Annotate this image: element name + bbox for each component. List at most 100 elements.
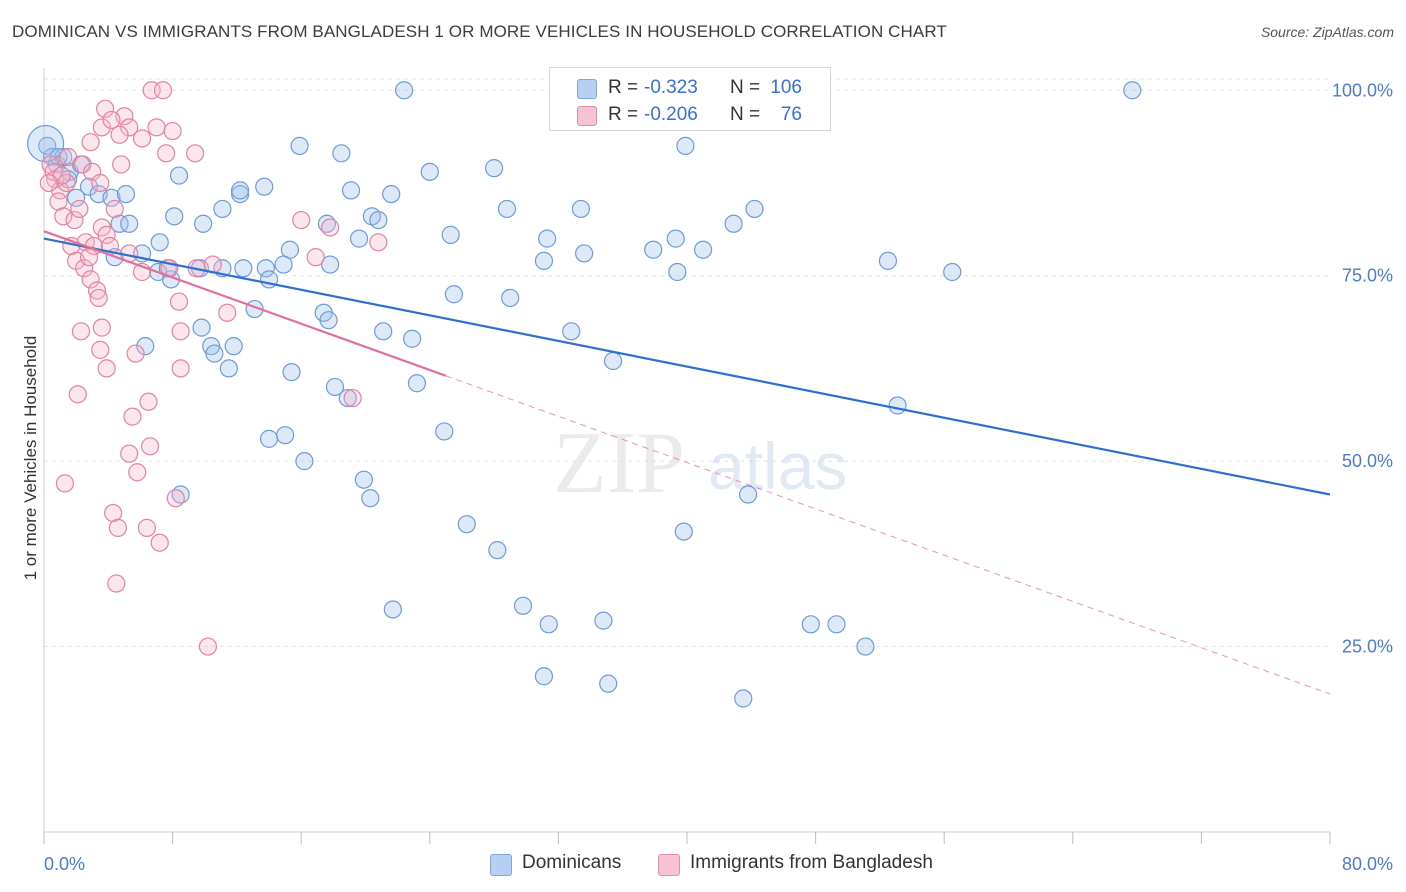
- data-point-dominicans: [102, 188, 121, 207]
- data-point-bangladesh: [68, 385, 87, 404]
- data-point-bangladesh: [39, 173, 58, 193]
- data-point-bangladesh: [120, 444, 139, 463]
- data-point-bangladesh: [55, 474, 74, 493]
- data-point-dominicans: [594, 611, 613, 630]
- data-point-dominicans: [276, 426, 295, 445]
- data-point-dominicans: [224, 337, 243, 356]
- data-point-bangladesh: [292, 210, 311, 230]
- data-point-bangladesh: [71, 322, 91, 341]
- series-dominicans: [27, 81, 1142, 708]
- trend-extension-bangladesh: [445, 375, 1331, 695]
- legend-swatch-blue: [577, 79, 597, 99]
- data-point-dominicans: [341, 181, 361, 200]
- data-point-bangladesh: [153, 81, 173, 100]
- data-point-dominicans: [319, 311, 338, 330]
- data-point-dominicans: [801, 615, 820, 634]
- data-point-bangladesh: [97, 359, 116, 378]
- source-credit: Source: ZipAtlas.com: [1260, 24, 1394, 40]
- data-point-bangladesh: [150, 533, 169, 552]
- data-point-dominicans: [441, 225, 460, 244]
- data-point-bangladesh: [171, 359, 190, 378]
- data-point-dominicans: [194, 214, 213, 233]
- legend-row-bangladesh: R = -0.206 N = 76: [550, 101, 830, 129]
- data-point-bangladesh: [132, 129, 152, 148]
- data-point-dominicans: [219, 359, 238, 378]
- data-point-dominicans: [231, 181, 250, 200]
- data-point-dominicans: [734, 689, 753, 708]
- data-point-dominicans: [369, 210, 388, 230]
- axes: [43, 68, 1331, 844]
- watermark-atlas: atlas: [708, 429, 847, 503]
- data-point-dominicans: [383, 600, 402, 619]
- data-point-bangladesh: [91, 340, 110, 359]
- data-point-bangladesh: [120, 118, 139, 137]
- data-point-dominicans: [539, 615, 558, 634]
- data-point-dominicans: [501, 288, 520, 308]
- data-point-dominicans: [738, 485, 758, 504]
- data-point-bangladesh: [95, 99, 115, 118]
- data-point-dominicans: [321, 255, 340, 274]
- data-point-bangladesh: [112, 155, 131, 174]
- y-axis-title: 1 or more Vehicles in Household: [21, 336, 40, 581]
- trend-line-dominicans: [43, 237, 1331, 496]
- data-point-dominicans: [407, 374, 427, 393]
- data-point-dominicans: [394, 81, 414, 100]
- legend-n-label: N =: [730, 77, 761, 98]
- data-point-dominicans: [382, 184, 401, 204]
- data-point-bangladesh: [123, 407, 142, 426]
- data-point-dominicans: [420, 162, 439, 181]
- data-point-dominicans: [1123, 81, 1142, 100]
- data-point-bangladesh: [108, 518, 128, 537]
- data-point-dominicans: [205, 344, 224, 363]
- legend-swatch-blue: [490, 854, 512, 876]
- data-point-dominicans: [497, 199, 517, 219]
- data-point-dominicans: [79, 177, 99, 196]
- data-point-dominicans: [488, 541, 507, 560]
- data-point-bangladesh: [147, 118, 166, 137]
- trend-line-bangladesh: [43, 230, 447, 377]
- data-point-dominicans: [349, 229, 369, 248]
- data-point-dominicans: [513, 596, 533, 615]
- data-point-bangladesh: [321, 218, 340, 237]
- data-point-dominicans: [676, 136, 695, 155]
- data-point-dominicans: [534, 251, 554, 270]
- legend-swatch-pink: [577, 106, 597, 126]
- data-point-dominicans: [150, 233, 169, 252]
- data-point-bangladesh: [157, 144, 176, 163]
- grid-lines: [44, 78, 1330, 648]
- data-point-dominicans: [120, 214, 139, 233]
- data-point-bangladesh: [139, 392, 158, 411]
- data-point-dominicans: [38, 136, 57, 155]
- data-point-bangladesh: [128, 463, 147, 482]
- legend-label-bangladesh: Immigrants from Bangladesh: [690, 852, 933, 873]
- data-point-bangladesh: [59, 147, 78, 167]
- legend-r-label: R =: [608, 77, 639, 98]
- data-point-dominicans: [644, 240, 663, 259]
- data-point-dominicans: [674, 522, 693, 541]
- data-point-dominicans: [878, 251, 898, 270]
- data-point-dominicans: [571, 199, 591, 219]
- data-point-bangladesh: [163, 121, 182, 141]
- data-point-dominicans: [534, 667, 554, 686]
- data-point-bangladesh: [198, 637, 218, 656]
- data-point-dominicans: [374, 322, 393, 341]
- data-point-dominicans: [213, 199, 232, 219]
- data-point-dominicans: [192, 318, 211, 337]
- series-bangladesh: [39, 81, 388, 656]
- data-point-dominicans: [295, 452, 314, 471]
- data-point-dominicans: [332, 144, 351, 163]
- data-point-dominicans: [290, 136, 309, 155]
- legend-r-label: R =: [608, 104, 639, 125]
- data-point-bangladesh: [97, 225, 116, 244]
- watermark: ZIP atlas: [553, 415, 847, 512]
- data-point-dominicans: [361, 489, 380, 508]
- legend-n-value: 76: [780, 104, 802, 125]
- data-point-dominicans: [575, 244, 594, 263]
- data-point-bangladesh: [54, 207, 73, 226]
- y-tick-label: 75.0%: [1342, 266, 1393, 286]
- data-point-bangladesh: [137, 518, 156, 537]
- data-point-dominicans: [274, 255, 293, 274]
- data-point-bangladesh: [102, 110, 121, 130]
- data-point-dominicans: [169, 166, 189, 185]
- data-point-dominicans: [562, 322, 581, 341]
